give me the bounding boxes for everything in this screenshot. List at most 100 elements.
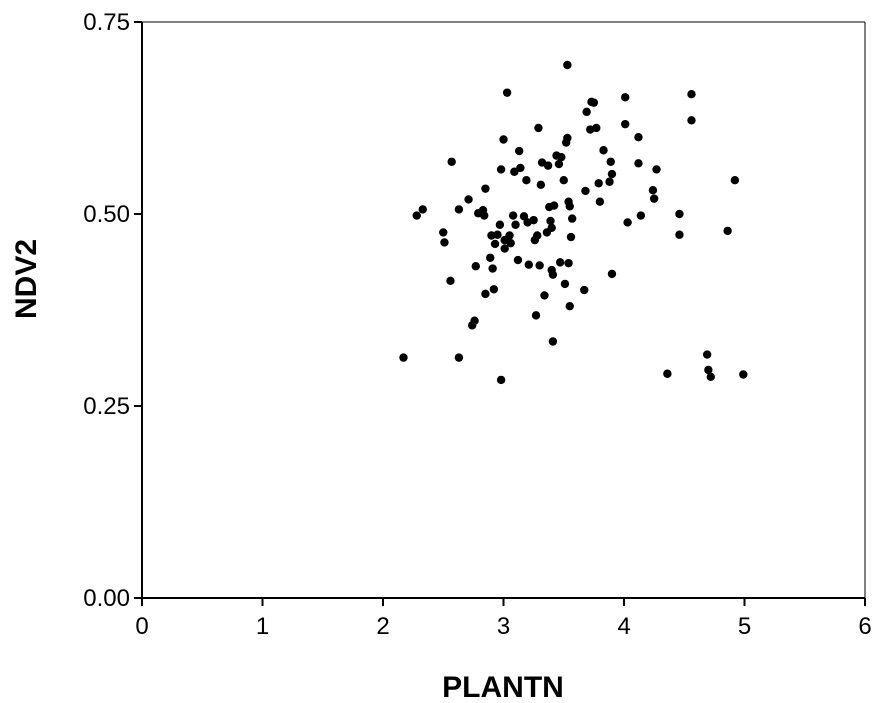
data-point bbox=[496, 375, 506, 385]
data-point bbox=[531, 311, 541, 320]
data-point bbox=[554, 159, 564, 169]
data-point bbox=[534, 123, 543, 133]
data-point bbox=[447, 157, 456, 166]
data-point bbox=[488, 264, 497, 273]
data-point bbox=[648, 185, 658, 195]
data-point bbox=[675, 209, 684, 219]
data-point bbox=[723, 226, 732, 236]
data-point bbox=[592, 123, 601, 133]
data-point bbox=[565, 301, 574, 311]
data-point bbox=[510, 167, 519, 176]
data-point bbox=[623, 218, 632, 227]
data-point bbox=[555, 258, 565, 267]
data-point bbox=[652, 165, 661, 174]
data-point bbox=[582, 107, 591, 117]
data-point bbox=[412, 211, 421, 220]
y-axis-title: NDV2 bbox=[10, 239, 43, 319]
data-point bbox=[454, 205, 464, 214]
data-point bbox=[399, 353, 408, 362]
data-points bbox=[399, 60, 748, 385]
data-point bbox=[560, 279, 570, 289]
y-tick-label: 0.25 bbox=[83, 393, 130, 420]
data-point bbox=[649, 194, 659, 203]
data-point bbox=[536, 180, 546, 190]
x-tick-label: 6 bbox=[858, 613, 871, 640]
data-point bbox=[471, 262, 480, 271]
data-point bbox=[546, 216, 555, 226]
data-point bbox=[607, 269, 617, 279]
y-tick-label: 0.50 bbox=[83, 201, 130, 228]
data-point bbox=[533, 231, 542, 240]
data-point bbox=[580, 285, 589, 295]
x-tick-label: 2 bbox=[376, 613, 389, 640]
x-tick-label: 0 bbox=[135, 613, 148, 640]
data-point bbox=[506, 238, 515, 248]
data-point bbox=[567, 214, 577, 223]
data-point bbox=[543, 161, 553, 170]
data-point bbox=[594, 179, 603, 188]
data-point bbox=[489, 285, 499, 294]
plot-frame bbox=[141, 21, 866, 599]
data-point bbox=[549, 201, 559, 210]
data-point bbox=[470, 316, 479, 325]
data-point bbox=[514, 146, 524, 156]
y-axis-ticks: 0.00 0.25 0.50 0.75 bbox=[83, 9, 142, 612]
data-point bbox=[565, 202, 574, 211]
data-point bbox=[687, 89, 696, 99]
data-point bbox=[621, 93, 630, 102]
data-point bbox=[675, 230, 684, 239]
data-point bbox=[481, 184, 490, 193]
data-point bbox=[513, 255, 523, 265]
data-point bbox=[490, 239, 500, 249]
data-point bbox=[454, 353, 464, 362]
data-point bbox=[589, 98, 599, 107]
data-point bbox=[663, 369, 672, 378]
data-point bbox=[605, 177, 614, 186]
y-tick-label: 0.75 bbox=[83, 9, 130, 36]
data-point bbox=[499, 135, 508, 144]
data-point bbox=[505, 231, 514, 240]
data-point bbox=[564, 258, 573, 268]
data-point bbox=[730, 176, 740, 185]
data-point bbox=[481, 289, 490, 299]
data-point bbox=[739, 370, 748, 379]
data-point bbox=[548, 270, 558, 279]
x-tick-label: 5 bbox=[738, 613, 751, 640]
y-tick-label: 0.00 bbox=[83, 585, 130, 612]
data-point bbox=[563, 60, 572, 70]
data-point bbox=[599, 146, 608, 155]
data-point bbox=[529, 215, 538, 225]
data-point bbox=[440, 238, 449, 247]
x-tick-label: 4 bbox=[617, 613, 630, 640]
data-point bbox=[563, 133, 572, 143]
data-point bbox=[508, 211, 518, 220]
data-point bbox=[607, 169, 617, 179]
data-point bbox=[502, 88, 512, 97]
data-point bbox=[439, 228, 448, 237]
data-point bbox=[581, 186, 590, 196]
data-point bbox=[535, 261, 544, 270]
data-point bbox=[687, 116, 696, 125]
data-point bbox=[706, 372, 715, 382]
data-point bbox=[480, 211, 489, 220]
x-tick-label: 1 bbox=[256, 613, 269, 640]
data-point bbox=[500, 244, 509, 253]
data-point bbox=[524, 260, 534, 269]
data-point bbox=[519, 212, 529, 221]
data-point bbox=[493, 230, 502, 239]
data-point bbox=[418, 205, 427, 214]
data-point bbox=[540, 291, 549, 300]
data-point bbox=[548, 337, 558, 346]
data-point bbox=[636, 211, 646, 220]
data-point bbox=[486, 253, 495, 262]
data-point bbox=[595, 197, 605, 206]
data-point bbox=[606, 157, 615, 166]
data-point bbox=[522, 176, 531, 185]
data-point bbox=[566, 232, 576, 242]
data-point bbox=[702, 350, 712, 359]
x-axis-title: PLANTN bbox=[442, 671, 564, 703]
data-point bbox=[516, 163, 525, 173]
data-point bbox=[704, 365, 713, 375]
data-point bbox=[559, 176, 568, 185]
